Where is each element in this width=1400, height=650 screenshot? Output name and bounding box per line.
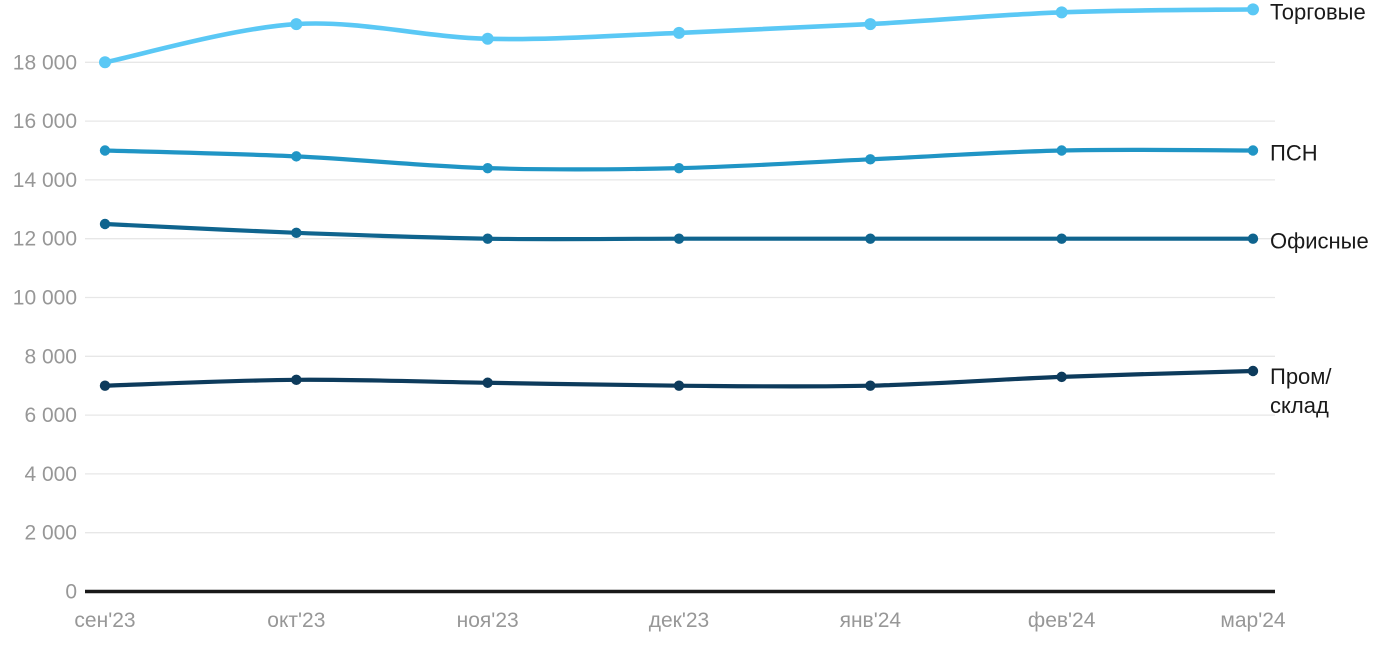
data-point-psn-6 xyxy=(1247,145,1259,156)
x-axis-label-0: сен'23 xyxy=(74,609,135,632)
data-point-prom-sklad-3 xyxy=(673,380,685,391)
data-point-prom-sklad-6 xyxy=(1247,365,1259,377)
series-label-psn: ПСН xyxy=(1270,141,1318,166)
x-axis-label-1: окт'23 xyxy=(267,609,325,632)
data-point-ofisnye-1 xyxy=(291,227,302,239)
x-axis-label-5: фев'24 xyxy=(1028,609,1096,632)
x-axis-label-4: янв'24 xyxy=(840,609,902,632)
data-point-prom-sklad-2 xyxy=(482,377,493,388)
y-axis-label-18000: 18 000 xyxy=(13,51,77,74)
data-point-prom-sklad-1 xyxy=(291,374,302,386)
y-axis-label-16000: 16 000 xyxy=(13,110,77,133)
y-axis-label-12000: 12 000 xyxy=(13,228,77,251)
x-axis-label-2: ноя'23 xyxy=(457,609,519,632)
data-point-torgovye-5 xyxy=(1055,6,1068,19)
data-point-psn-1 xyxy=(291,151,302,162)
data-point-psn-3 xyxy=(673,162,685,174)
y-axis-label-14000: 14 000 xyxy=(13,169,77,192)
data-point-ofisnye-4 xyxy=(865,233,876,244)
data-point-psn-4 xyxy=(865,154,876,165)
data-point-torgovye-6 xyxy=(1247,3,1259,16)
data-point-ofisnye-2 xyxy=(482,233,493,244)
data-point-torgovye-4 xyxy=(864,18,877,31)
y-axis-label-8000: 8 000 xyxy=(24,345,77,368)
data-point-torgovye-1 xyxy=(290,18,303,31)
y-axis-label-2000: 2 000 xyxy=(24,522,77,545)
data-point-ofisnye-0 xyxy=(99,218,111,230)
data-point-torgovye-0 xyxy=(99,56,111,69)
series-label-torgovye: Торговые xyxy=(1270,0,1366,24)
y-axis-label-4000: 4 000 xyxy=(24,463,77,486)
series-label-ofisnye: Офисные xyxy=(1270,229,1369,254)
data-point-torgovye-2 xyxy=(481,32,494,45)
series-label-prom-sklad-line2: склад xyxy=(1270,393,1329,418)
data-point-ofisnye-3 xyxy=(673,233,685,244)
data-point-torgovye-3 xyxy=(673,26,685,39)
data-point-psn-0 xyxy=(99,145,111,156)
data-point-prom-sklad-0 xyxy=(99,380,111,391)
series-label-prom-sklad-line1: Пром/ xyxy=(1270,364,1332,389)
data-point-ofisnye-6 xyxy=(1247,233,1259,244)
data-point-prom-sklad-5 xyxy=(1056,371,1067,383)
data-point-prom-sklad-4 xyxy=(865,380,876,391)
y-axis-label-10000: 10 000 xyxy=(13,287,77,310)
data-point-ofisnye-5 xyxy=(1056,233,1067,244)
y-axis-label-0: 0 xyxy=(65,581,77,604)
y-axis-label-6000: 6 000 xyxy=(24,404,77,427)
data-point-psn-2 xyxy=(482,162,493,174)
x-axis-label-3: дек'23 xyxy=(649,609,710,632)
x-axis-label-6: мар'24 xyxy=(1220,609,1285,632)
data-point-psn-5 xyxy=(1056,145,1067,156)
